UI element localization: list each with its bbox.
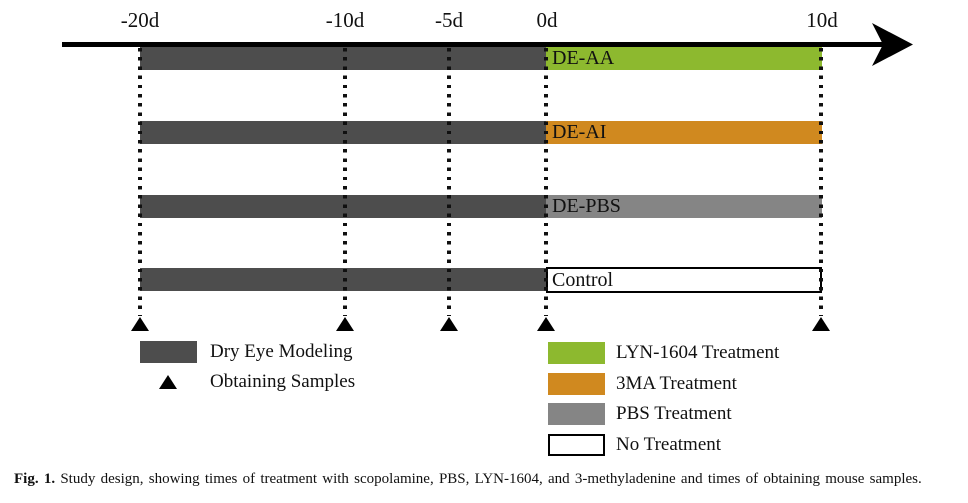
sample-marker-minus-20d <box>131 317 149 331</box>
legend-swatch-3ma <box>548 373 605 395</box>
sample-marker-minus-5d <box>440 317 458 331</box>
tick-label-10d: 10d <box>806 8 838 32</box>
de-pbs-modeling-bar <box>140 195 546 218</box>
tick-label-minus-20d: -20d <box>120 8 160 32</box>
legend-label-dry-eye-modeling: Dry Eye Modeling <box>210 341 353 362</box>
legend-label-pbs: PBS Treatment <box>616 403 732 424</box>
control-no-treatment-bar <box>546 267 822 293</box>
legend-swatch-no-treatment <box>548 434 605 456</box>
legend-swatch-dry-eye-modeling <box>140 341 197 363</box>
legend-label-obtaining-samples: Obtaining Samples <box>210 371 356 392</box>
row-label-de-aa: DE-AA <box>552 47 615 69</box>
tick-label-minus-10d: -10d <box>325 8 365 32</box>
row-label-de-pbs: DE-PBS <box>552 195 621 217</box>
dotted-line-0d <box>544 48 548 316</box>
tick-label-0d: 0d <box>536 8 558 32</box>
de-ai-treatment-bar <box>546 121 822 144</box>
row-label-control: Control <box>552 269 614 291</box>
de-ai-modeling-bar <box>140 121 546 144</box>
dotted-line-10d <box>819 48 823 316</box>
de-aa-treatment-bar <box>546 47 822 70</box>
dotted-line-minus-20d <box>138 48 142 316</box>
timeline-arrow <box>62 23 913 66</box>
de-pbs-treatment-bar <box>546 195 822 218</box>
legend-label-no-treatment: No Treatment <box>616 434 722 455</box>
sample-marker-minus-10d <box>336 317 354 331</box>
tick-label-minus-5d: -5d <box>435 8 463 32</box>
figure-caption-text: Study design, showing times of treatment… <box>60 471 922 487</box>
legend-label-lyn-1604: LYN-1604 Treatment <box>616 342 780 363</box>
sample-marker-10d <box>812 317 830 331</box>
figure-caption: Fig. 1. Study design, showing times of t… <box>14 469 958 489</box>
legend-swatch-lyn-1604 <box>548 342 605 364</box>
de-aa-modeling-bar <box>140 47 546 70</box>
control-modeling-bar <box>140 268 546 291</box>
dotted-line-minus-5d <box>447 48 451 316</box>
row-label-de-ai: DE-AI <box>552 121 607 143</box>
figure-caption-number: Fig. 1. <box>14 471 56 487</box>
sample-marker-0d <box>537 317 555 331</box>
dotted-line-minus-10d <box>343 48 347 316</box>
legend-triangle-icon <box>159 375 177 389</box>
legend-label-3ma: 3MA Treatment <box>616 373 737 394</box>
legend-swatch-pbs <box>548 403 605 425</box>
